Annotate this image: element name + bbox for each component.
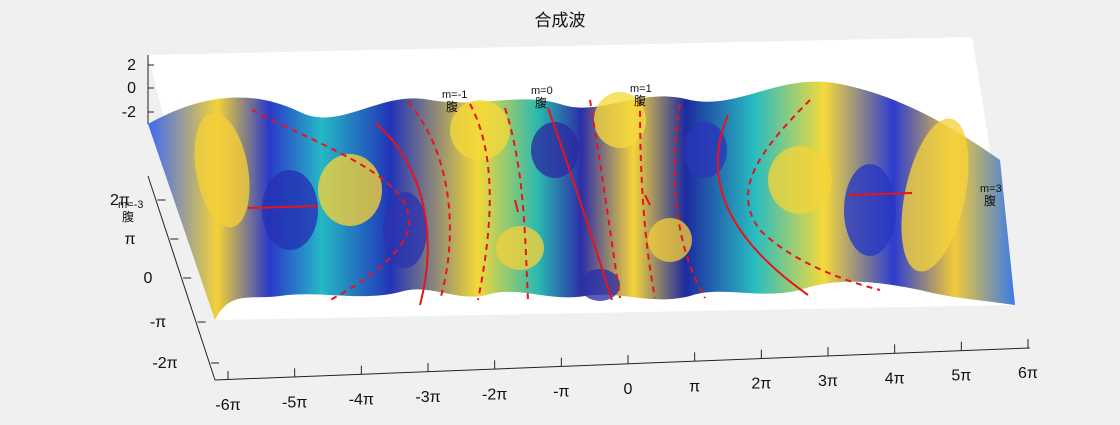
- x-tick-label-0: -6π: [215, 397, 240, 414]
- annotation-m-4: m=3: [980, 183, 1002, 195]
- antinode-curve-7: [469, 103, 491, 301]
- x-tick-label-11: 5π: [951, 368, 971, 385]
- x-axis-line: [214, 347, 1031, 381]
- antinode-curve-3: [716, 114, 809, 296]
- annotation-label-3: 腹: [634, 94, 646, 108]
- y-tick-label-4: -2π: [152, 355, 177, 372]
- y-tick-label-1: π: [124, 231, 135, 248]
- z-tick-label-2: -2: [122, 104, 136, 121]
- surface-blob-12: [844, 164, 896, 256]
- x-tick-label-3: -3π: [415, 389, 440, 406]
- annotation-label-2: 腹: [535, 96, 547, 110]
- antinode-curve-11: [673, 103, 706, 299]
- antinode-curve-14: [644, 194, 651, 206]
- surface-blob-5: [648, 218, 692, 262]
- surface-blob-11: [683, 122, 727, 178]
- annotation-label-4: 腹: [984, 194, 996, 208]
- x-tick-label-7: π: [689, 378, 700, 395]
- antinode-curve-8: [504, 107, 529, 301]
- wave-surface: [148, 81, 1015, 321]
- antinode-curve-1: [847, 192, 913, 196]
- x-tick-label-2: -4π: [349, 392, 374, 409]
- surface-blob-8: [262, 170, 318, 250]
- surface-blob-4: [594, 92, 646, 148]
- chart-title: 合成波: [534, 11, 586, 30]
- surface-blob-13: [580, 269, 620, 301]
- x-tick-label-5: -π: [553, 384, 569, 401]
- annotation-label-0: 腹: [122, 210, 134, 224]
- x-tick-label-9: 3π: [818, 373, 838, 390]
- annotation-m-1: m=-1: [442, 89, 467, 101]
- y-tick-label-0: 2π: [110, 192, 130, 209]
- x-tick-label-1: -5π: [282, 394, 307, 411]
- surface-blob-9: [383, 192, 427, 268]
- z-axis-ticks: 2 0 -2: [122, 57, 154, 121]
- x-tick-label-4: -2π: [482, 386, 507, 403]
- y-axis-ticks: 2π π 0 -π -2π: [110, 192, 220, 372]
- antinode-annotations: m=-3腹m=-1腹m=0腹m=1腹m=3腹: [118, 83, 1002, 224]
- antinode-curve-13: [514, 199, 519, 213]
- z-tick-label-1: 0: [127, 80, 136, 97]
- antinode-curve-9: [589, 99, 621, 299]
- annotation-m-2: m=0: [531, 85, 553, 97]
- annotation-m-0: m=-3: [118, 199, 143, 211]
- x-tick-label-10: 4π: [885, 370, 905, 387]
- x-axis-ticks: -6π -5π -4π -3π -2π -π 0 π 2π 3π 4π 5π 6π: [215, 339, 1038, 414]
- antinode-curve-4: [547, 107, 613, 301]
- y-tick-label-3: -π: [150, 314, 166, 331]
- y-axis-line: [147, 175, 216, 381]
- antinode-curve-0: [247, 205, 319, 209]
- surface-blob-6: [768, 146, 832, 214]
- surface-blob-7: [901, 118, 969, 272]
- surface-blob-0: [194, 112, 250, 228]
- annotation-label-1: 腹: [446, 100, 458, 114]
- x-tick-label-12: 6π: [1018, 365, 1038, 382]
- x-tick-label-8: 2π: [751, 376, 771, 393]
- antinode-curve-2: [374, 122, 429, 306]
- annotation-m-3: m=1: [630, 83, 652, 95]
- surface-blob-1: [318, 154, 382, 226]
- surface-blob-3: [496, 226, 544, 270]
- x-tick-label-6: 0: [624, 381, 633, 398]
- z-tick-label-0: 2: [127, 57, 136, 74]
- antinode-curve-12: [747, 99, 881, 291]
- antinode-curve-6: [407, 101, 451, 301]
- antinode-curve-5: [251, 109, 411, 301]
- antinode-curve-10: [639, 99, 656, 299]
- y-tick-label-2: 0: [144, 270, 153, 287]
- antinode-curves: [247, 99, 913, 306]
